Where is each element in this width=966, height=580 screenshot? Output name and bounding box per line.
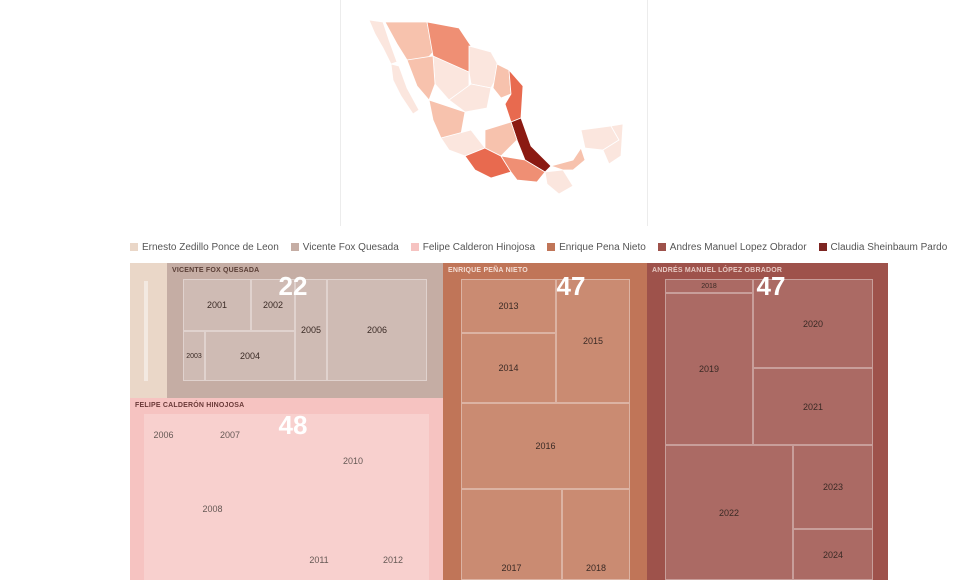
legend-label-zedillo: Ernesto Zedillo Ponce de Leon: [142, 241, 279, 253]
legend-item-pena[interactable]: Enrique Pena Nieto: [547, 242, 646, 253]
treemap-block-amlo[interactable]: ANDRÉS MANUEL LÓPEZ OBRADOR 47 2018 2019…: [647, 263, 888, 580]
legend-label-pena: Enrique Pena Nieto: [559, 241, 646, 253]
legend-swatch-fox: [290, 243, 299, 251]
legend-swatch-zedillo: [130, 243, 138, 251]
fox-year-2006[interactable]: 2006: [327, 279, 427, 381]
pena-count: 47: [556, 271, 586, 301]
pena-year-2018[interactable]: 2018: [562, 489, 630, 580]
zedillo-strip: [144, 281, 148, 381]
legend-item-sheinbaum[interactable]: Claudia Sheinbaum Pardo: [818, 241, 948, 253]
state-baja-california-norte[interactable]: [368, 19, 398, 65]
legend-label-sheinbaum: Claudia Sheinbaum Pardo: [830, 241, 948, 253]
legend-swatch-pena: [547, 243, 556, 251]
state-sinaloa[interactable]: [406, 55, 436, 101]
calderon-year-2006[interactable]: 2006: [153, 430, 174, 440]
pena-year-2016[interactable]: 2016: [461, 403, 630, 489]
amlo-year-2022[interactable]: 2022: [665, 445, 793, 580]
pena-year-2013[interactable]: 2013: [461, 279, 556, 333]
state-quintana-roo[interactable]: [602, 123, 624, 165]
mexico-map: [368, 19, 624, 195]
calderon-inner: [144, 414, 429, 580]
fox-year-2001[interactable]: 2001: [183, 279, 251, 331]
fox-title: VICENTE FOX QUESADA: [172, 267, 260, 274]
legend: Ernesto Zedillo Ponce de Leon Vicente Fo…: [130, 240, 947, 254]
legend-label-calderon: Felipe Calderon Hinojosa: [422, 241, 536, 253]
state-tabasco[interactable]: [549, 147, 586, 171]
pena-year-2014[interactable]: 2014: [461, 333, 556, 403]
legend-item-amlo[interactable]: Andres Manuel Lopez Obrador: [657, 241, 807, 253]
state-zacatecas[interactable]: [448, 83, 492, 113]
legend-item-fox[interactable]: Vicente Fox Quesada: [290, 241, 399, 253]
calderon-year-2011[interactable]: 2011: [309, 555, 329, 565]
amlo-year-2019[interactable]: 2019: [665, 293, 753, 445]
legend-swatch-sheinbaum: [818, 243, 827, 251]
treemap-block-calderon[interactable]: FELIPE CALDERÓN HINOJOSA 48 2006 2007 20…: [130, 398, 443, 580]
legend-label-amlo: Andres Manuel Lopez Obrador: [669, 241, 807, 253]
pena-year-2017[interactable]: 2017: [461, 489, 562, 580]
treemap: VICENTE FOX QUESADA 22 2001 2002 2003 20…: [130, 263, 888, 580]
treemap-block-fox[interactable]: VICENTE FOX QUESADA 22 2001 2002 2003 20…: [167, 263, 443, 398]
amlo-count: 47: [756, 271, 786, 301]
legend-label-fox: Vicente Fox Quesada: [302, 241, 399, 253]
fox-year-2004[interactable]: 2004: [205, 331, 295, 381]
pena-year-2015[interactable]: 2015: [556, 279, 630, 403]
calderon-year-2010[interactable]: 2010: [342, 456, 364, 466]
calderon-count: 48: [278, 410, 308, 440]
fox-year-2005[interactable]: 2005: [295, 279, 327, 381]
legend-swatch-calderon: [410, 243, 419, 251]
fox-year-2002[interactable]: 2002: [251, 279, 295, 331]
amlo-title: ANDRÉS MANUEL LÓPEZ OBRADOR: [652, 267, 783, 274]
amlo-year-2023[interactable]: 2023: [793, 445, 873, 529]
legend-item-calderon[interactable]: Felipe Calderon Hinojosa: [410, 241, 536, 253]
mexico-map-panel: [340, 0, 648, 226]
state-baja-california-sur[interactable]: [390, 63, 420, 115]
calderon-title: FELIPE CALDERÓN HINOJOSA: [135, 402, 245, 409]
amlo-year-2021[interactable]: 2021: [753, 368, 873, 445]
state-nuevo-leon[interactable]: [492, 63, 512, 99]
legend-swatch-amlo: [657, 243, 666, 251]
calderon-year-2007[interactable]: 2007: [219, 430, 241, 440]
amlo-year-2020[interactable]: 2020: [753, 279, 873, 368]
state-veracruz[interactable]: [510, 117, 552, 173]
state-oaxaca[interactable]: [500, 155, 546, 183]
calderon-year-2008[interactable]: 2008: [202, 504, 223, 514]
treemap-block-zedillo[interactable]: [130, 263, 167, 398]
fox-count: 22: [278, 271, 308, 301]
state-chiapas[interactable]: [544, 169, 574, 195]
amlo-year-2024[interactable]: 2024: [793, 529, 873, 580]
fox-year-2003[interactable]: 2003: [183, 331, 205, 381]
treemap-block-pena[interactable]: ENRIQUE PEÑA NIETO 47 2013 2014 2015 201…: [443, 263, 647, 580]
calderon-year-2012[interactable]: 2012: [382, 555, 404, 565]
legend-item-zedillo[interactable]: Ernesto Zedillo Ponce de Leon: [130, 242, 279, 253]
state-centro[interactable]: [484, 121, 518, 157]
pena-title: ENRIQUE PEÑA NIETO: [448, 267, 528, 274]
amlo-year-2018[interactable]: 2018: [665, 279, 753, 293]
